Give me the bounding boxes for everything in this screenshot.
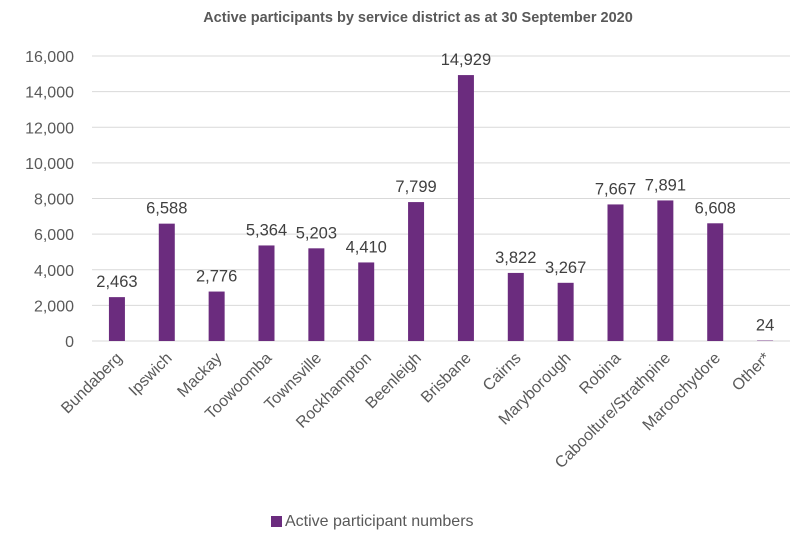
x-tick-label: Robina xyxy=(576,350,624,398)
x-axis: Bundaberg IpswichMackayToowoombaTownsvill… xyxy=(58,350,774,472)
data-labels: 2,463 6,588 2,776 5,364 5,203 4,410 7,799 14,92… xyxy=(96,51,774,334)
bar xyxy=(208,291,225,341)
y-axis: 0 2,000 4,000 6,000 8,000 10,000 12,000 14,000 1… xyxy=(25,49,74,351)
legend: Active participant numbers xyxy=(271,513,474,530)
data-label: 4,410 xyxy=(346,238,387,256)
bar xyxy=(557,282,574,341)
data-label: 24 xyxy=(756,317,774,335)
y-tick-label: 0 xyxy=(65,334,74,351)
gridlines xyxy=(92,55,790,342)
data-label: 5,364 xyxy=(246,221,287,239)
bar xyxy=(607,204,624,341)
bar xyxy=(258,245,275,341)
x-tick-label: Brisbane xyxy=(418,350,475,407)
y-tick-label: 4,000 xyxy=(34,263,74,280)
x-tick-label: Bundaberg xyxy=(58,350,125,417)
data-label: 7,667 xyxy=(595,180,636,198)
data-label: 2,463 xyxy=(96,273,137,291)
data-label: 2,776 xyxy=(196,268,237,286)
bar xyxy=(358,262,375,341)
x-tick-label: Cairns xyxy=(480,350,525,395)
data-label: 7,799 xyxy=(395,178,436,196)
y-tick-label: 14,000 xyxy=(25,85,74,102)
bar xyxy=(158,223,175,341)
data-label: 3,822 xyxy=(495,249,536,267)
bar xyxy=(308,248,325,341)
data-label: 5,203 xyxy=(296,224,337,242)
x-tick-label: Mackay xyxy=(174,350,225,401)
data-label: 6,608 xyxy=(695,199,736,217)
y-tick-label: 10,000 xyxy=(25,156,74,173)
bar xyxy=(507,272,524,341)
data-label: 7,891 xyxy=(645,176,686,194)
data-label: 14,929 xyxy=(441,51,491,69)
y-tick-label: 16,000 xyxy=(25,49,74,66)
y-tick-label: 12,000 xyxy=(25,120,74,137)
y-tick-label: 6,000 xyxy=(34,227,74,244)
data-label: 3,267 xyxy=(545,259,586,277)
bar xyxy=(108,297,125,341)
x-tick-label: Other* xyxy=(729,350,774,395)
y-tick-label: 2,000 xyxy=(34,298,74,315)
bar xyxy=(707,223,724,341)
bars xyxy=(108,75,774,342)
bar xyxy=(408,202,425,341)
y-tick-label: 8,000 xyxy=(34,192,74,209)
chart-title: Active participants by service district … xyxy=(203,10,633,26)
legend-swatch xyxy=(271,516,282,527)
bar xyxy=(457,75,474,342)
x-tick-label: Ipswich xyxy=(126,350,176,400)
bar xyxy=(657,200,674,341)
legend-label: Active participant numbers xyxy=(285,513,474,530)
data-label: 6,588 xyxy=(146,200,187,218)
